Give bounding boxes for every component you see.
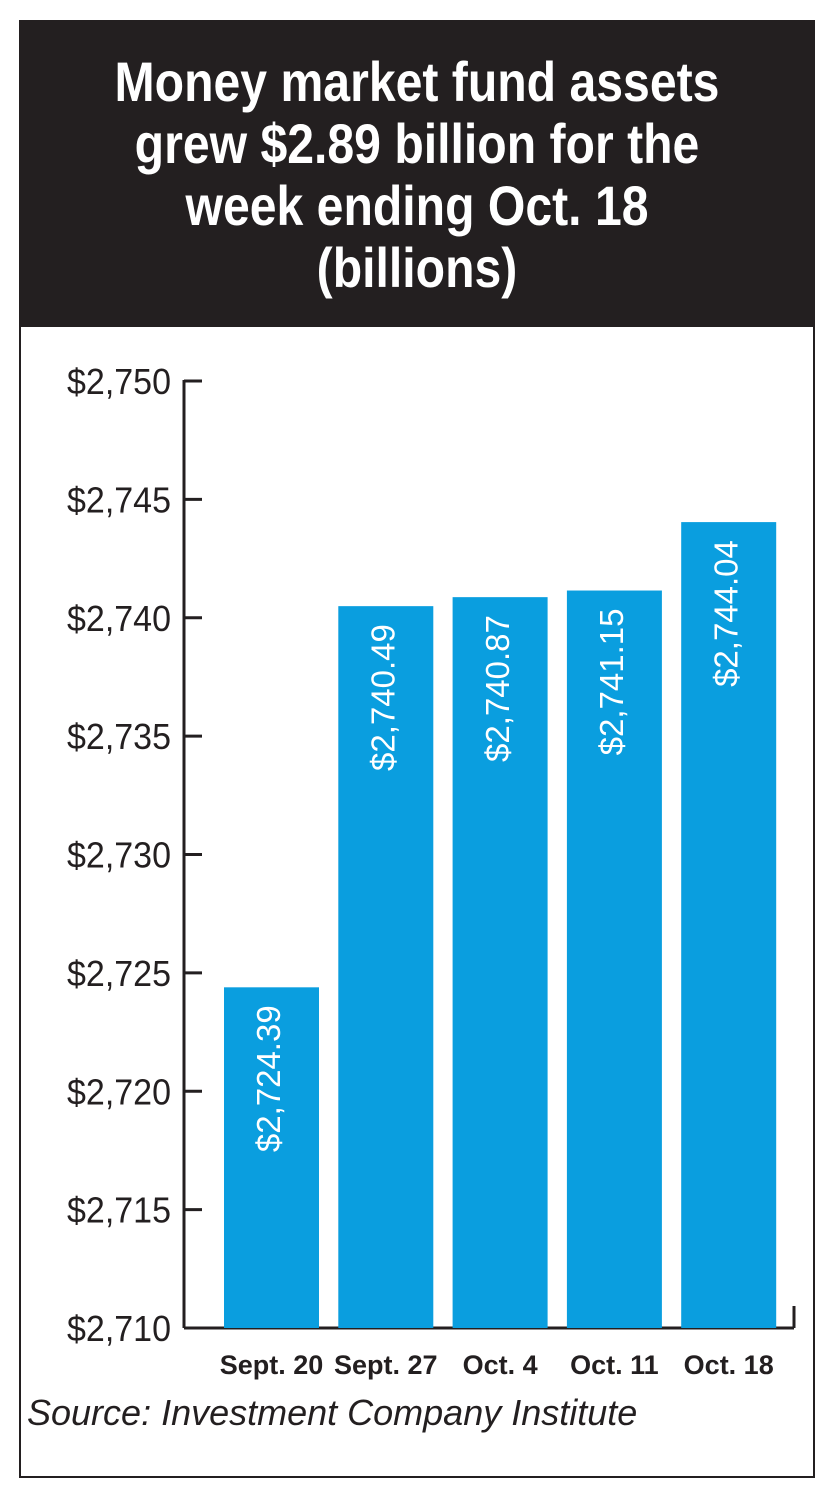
x-tick-label: Oct. 11 [570, 1350, 659, 1380]
x-tick-label: Sept. 20 [220, 1350, 324, 1380]
y-tick-label: $2,745 [67, 479, 171, 520]
y-tick-label: $2,715 [67, 1190, 171, 1231]
y-tick-label: $2,750 [67, 361, 171, 402]
title-banner: Money market fund assets grew $2.89 bill… [21, 22, 813, 327]
bar-value-label: $2,744.04 [707, 540, 744, 687]
bar [224, 987, 319, 1328]
bar-value-label: $2,740.87 [479, 615, 516, 762]
y-tick-label: $2,710 [67, 1308, 171, 1349]
y-tick-label: $2,735 [67, 716, 171, 757]
y-tick-label: $2,725 [67, 953, 171, 994]
bar [681, 522, 777, 1328]
y-tick-label: $2,720 [67, 1071, 171, 1112]
x-tick-label: Oct. 18 [684, 1350, 774, 1380]
bar-value-label: $2,740.49 [365, 624, 402, 771]
x-tick-label: Oct. 4 [463, 1350, 538, 1380]
y-tick-label: $2,740 [67, 598, 171, 639]
bar [452, 597, 548, 1328]
y-tick-label: $2,730 [67, 835, 171, 876]
bar [566, 590, 662, 1328]
chart-title: Money market fund assets grew $2.89 bill… [114, 49, 720, 299]
source-note: Source: Investment Company Institute [27, 1392, 638, 1433]
bar-value-label: $2,741.15 [593, 609, 630, 756]
bar-value-label: $2,724.39 [250, 1005, 287, 1152]
x-tick-label: Sept. 27 [334, 1350, 438, 1380]
bar [338, 606, 434, 1328]
